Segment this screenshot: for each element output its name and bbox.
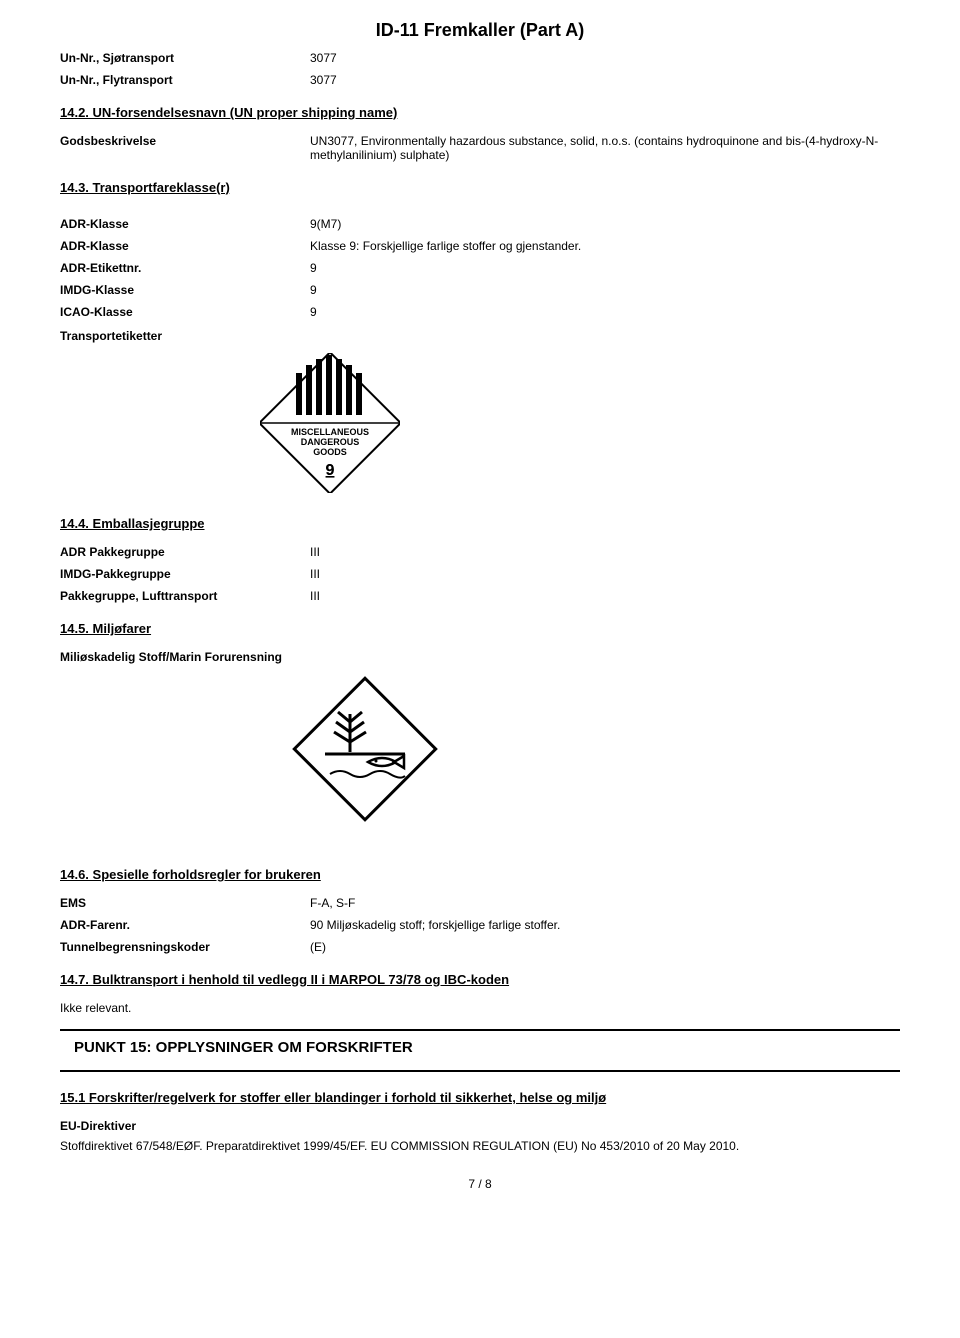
row-label: ADR-Etikettnr. xyxy=(60,261,310,275)
section-14-4-heading: 14.4. Emballasjegruppe xyxy=(60,516,900,531)
page-number: 7 / 8 xyxy=(60,1177,900,1191)
imdg-klasse-row: IMDG-Klasse 9 xyxy=(60,283,900,297)
section-14-6-heading: 14.6. Spesielle forholdsregler for bruke… xyxy=(60,867,900,882)
row-value: 9 xyxy=(310,305,900,319)
row-label: ADR-Klasse xyxy=(60,217,310,231)
un-sea-label: Un-Nr., Sjøtransport xyxy=(60,51,310,65)
section-14-7-heading: 14.7. Bulktransport i henhold til vedleg… xyxy=(60,972,900,987)
section-14-5-heading: 14.5. Miljøfarer xyxy=(60,621,900,636)
adr-pakke-row: ADR Pakkegruppe III xyxy=(60,545,900,559)
row-value: Klasse 9: Forskjellige farlige stoffer o… xyxy=(310,239,900,253)
svg-text:GOODS: GOODS xyxy=(313,447,347,457)
adr-klasse-row-0: ADR-Klasse 9(M7) xyxy=(60,217,900,231)
document-title: ID-11 Fremkaller (Part A) xyxy=(60,20,900,41)
goods-desc-value: UN3077, Environmentally hazardous substa… xyxy=(310,134,900,162)
section-14-3-heading: 14.3. Transportfareklasse(r) xyxy=(60,180,900,195)
row-label: ADR-Farenr. xyxy=(60,918,310,932)
marine-pollutant-icon xyxy=(290,674,900,827)
adr-etikett-row: ADR-Etikettnr. 9 xyxy=(60,261,900,275)
row-value: III xyxy=(310,545,900,559)
row-value: F-A, S-F xyxy=(310,896,900,910)
luft-pakke-row: Pakkegruppe, Lufttransport III xyxy=(60,589,900,603)
row-value: III xyxy=(310,567,900,581)
row-label: EMS xyxy=(60,896,310,910)
row-label: Pakkegruppe, Lufttransport xyxy=(60,589,310,603)
adr-klasse-row-1: ADR-Klasse Klasse 9: Forskjellige farlig… xyxy=(60,239,900,253)
ems-row: EMS F-A, S-F xyxy=(60,896,900,910)
row-value: 9 xyxy=(310,283,900,297)
row-label: ADR Pakkegruppe xyxy=(60,545,310,559)
eu-direktiver-text: Stoffdirektivet 67/548/EØF. Preparatdire… xyxy=(60,1139,900,1153)
row-value: 9(M7) xyxy=(310,217,900,231)
section-14-7-text: Ikke relevant. xyxy=(60,1001,900,1015)
un-air-value: 3077 xyxy=(310,73,900,87)
marine-pollutant-label: Miliøskadelig Stoff/Marin Forurensning xyxy=(60,650,900,664)
adr-farenr-row: ADR-Farenr. 90 Miljøskadelig stoff; fors… xyxy=(60,918,900,932)
un-air-label: Un-Nr., Flytransport xyxy=(60,73,310,87)
un-sea-row: Un-Nr., Sjøtransport 3077 xyxy=(60,51,900,65)
divider xyxy=(60,1070,900,1072)
svg-text:DANGEROUS: DANGEROUS xyxy=(301,437,360,447)
row-label: IMDG-Klasse xyxy=(60,283,310,297)
row-label: IMDG-Pakkegruppe xyxy=(60,567,310,581)
icao-klasse-row: ICAO-Klasse 9 xyxy=(60,305,900,319)
un-air-row: Un-Nr., Flytransport 3077 xyxy=(60,73,900,87)
tunnel-row: Tunnelbegrensningskoder (E) xyxy=(60,940,900,954)
goods-desc-row: Godsbeskrivelse UN3077, Environmentally … xyxy=(60,134,900,162)
section-14-2-heading: 14.2. UN-forsendelsesnavn (UN proper shi… xyxy=(60,105,900,120)
row-value: 90 Miljøskadelig stoff; forskjellige far… xyxy=(310,918,900,932)
row-value: (E) xyxy=(310,940,900,954)
eu-direktiver-label: EU-Direktiver xyxy=(60,1119,900,1133)
row-value: 9 xyxy=(310,261,900,275)
row-value: III xyxy=(310,589,900,603)
section-15-1-heading: 15.1 Forskrifter/regelverk for stoffer e… xyxy=(60,1090,900,1105)
svg-text:MISCELLANEOUS: MISCELLANEOUS xyxy=(291,427,369,437)
goods-desc-label: Godsbeskrivelse xyxy=(60,134,310,162)
un-sea-value: 3077 xyxy=(310,51,900,65)
svg-text:9: 9 xyxy=(326,462,335,479)
punkt-15-heading: PUNKT 15: OPPLYSNINGER OM FORSKRIFTER xyxy=(74,1039,900,1056)
row-label: ICAO-Klasse xyxy=(60,305,310,319)
row-label: Tunnelbegrensningskoder xyxy=(60,940,310,954)
divider xyxy=(60,1029,900,1031)
imdg-pakke-row: IMDG-Pakkegruppe III xyxy=(60,567,900,581)
row-label: ADR-Klasse xyxy=(60,239,310,253)
class-9-hazard-icon: MISCELLANEOUS DANGEROUS GOODS 9 9 xyxy=(260,353,900,496)
transport-etiketter-label: Transportetiketter xyxy=(60,329,900,343)
